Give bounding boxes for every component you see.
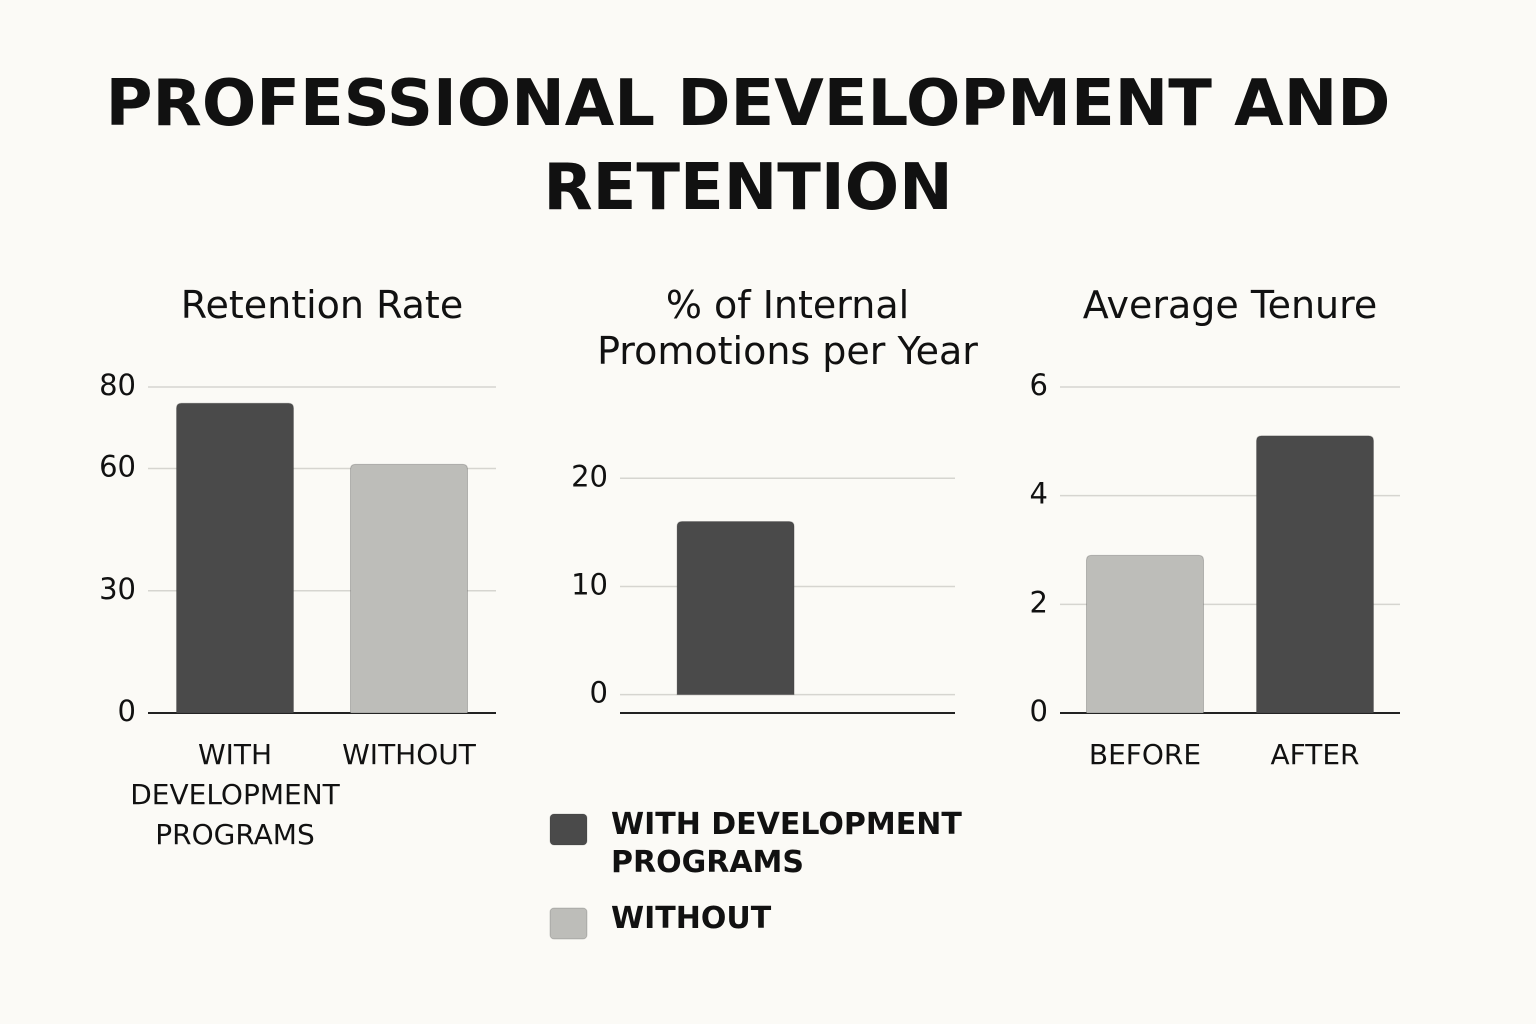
legend-label: WITH DEVELOPMENT PROGRAMS [611,807,962,880]
y-tick-label: 4 [1030,477,1048,511]
y-tick-label: 80 [99,368,136,402]
y-tick-label: 0 [1030,694,1048,728]
chart-title: Average Tenure [1082,283,1378,327]
x-tick-label: WITH DEVELOPMENT PROGRAMS [130,738,340,851]
y-tick-label: 6 [1030,368,1048,402]
x-tick-label: AFTER [1270,738,1360,771]
y-tick-label: 30 [99,572,136,606]
bar [176,402,294,714]
x-tick-label: WITHOUT [342,738,476,771]
y-tick-label: 2 [1030,585,1048,619]
legend-swatch [549,907,588,940]
chart-title: Retention Rate [180,283,464,327]
y-tick-label: 0 [590,676,608,710]
main-title: PROFESSIONAL DEVELOPMENT AND RETENTION [105,67,1391,225]
y-tick-label: 10 [571,567,608,601]
y-tick-label: 60 [99,450,136,484]
y-tick-label: 20 [571,459,608,493]
bar [676,521,795,696]
bar [1086,554,1204,714]
bar [1256,435,1374,714]
y-tick-label: 0 [118,694,136,728]
chart-title: % of Internal Promotions per Year [597,283,978,374]
bar [350,463,468,714]
legend-label: WITHOUT [611,901,772,936]
legend-swatch [549,813,588,846]
x-tick-label: BEFORE [1088,738,1202,771]
